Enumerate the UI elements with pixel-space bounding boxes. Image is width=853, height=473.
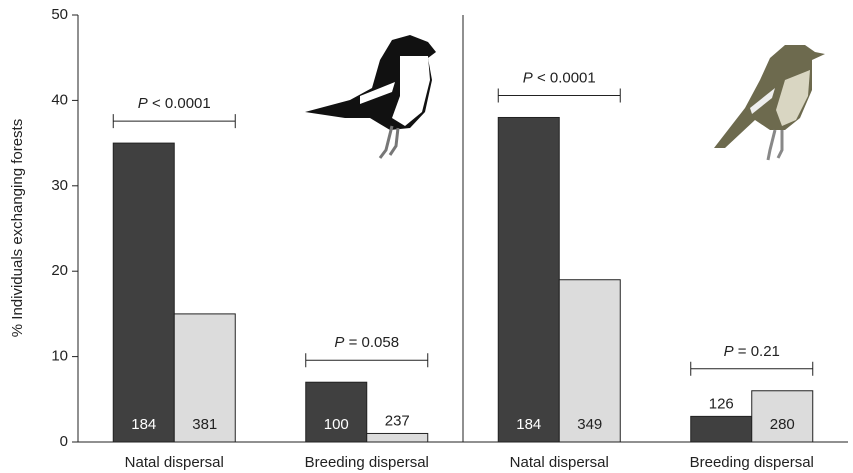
y-tick-label: 0: [60, 433, 68, 450]
bar: [367, 433, 428, 442]
bird-pied-flycatcher: [305, 35, 436, 158]
bar: [498, 117, 559, 442]
p-value-annotation: P < 0.0001: [138, 95, 211, 112]
sample-size-label: 184: [131, 416, 156, 433]
x-tick-label: Natal dispersal: [125, 454, 224, 471]
significance-bracket: [113, 114, 235, 128]
sample-size-label: 184: [516, 416, 541, 433]
bar: [306, 382, 367, 442]
p-symbol: P: [523, 69, 533, 86]
significance-bracket: [498, 88, 620, 102]
bird-collared-flycatcher-female: [714, 45, 825, 160]
sample-size-label: 280: [770, 416, 795, 433]
p-symbol: P: [334, 334, 344, 351]
significance-bracket: [691, 362, 813, 376]
x-tick-label: Breeding dispersal: [305, 454, 429, 471]
sample-size-label: 237: [385, 412, 410, 429]
y-tick-label: 40: [51, 91, 68, 108]
p-value-annotation: P = 0.058: [334, 334, 399, 351]
y-tick-label: 50: [51, 6, 68, 23]
p-value-annotation: P < 0.0001: [523, 69, 596, 86]
y-tick-label: 20: [51, 262, 68, 279]
sample-size-label: 349: [577, 416, 602, 433]
x-tick-label: Natal dispersal: [510, 454, 609, 471]
y-tick-label: 10: [51, 348, 68, 365]
sample-size-label: 381: [192, 416, 217, 433]
p-symbol: P: [724, 343, 734, 360]
p-value: < 0.0001: [152, 95, 211, 112]
y-tick-label: 30: [51, 177, 68, 194]
p-value-annotation: P = 0.21: [724, 343, 780, 360]
p-value: = 0.058: [349, 334, 399, 351]
bar: [113, 143, 174, 442]
x-tick-label: Breeding dispersal: [690, 454, 814, 471]
p-symbol: P: [138, 95, 148, 112]
sample-size-label: 100: [324, 416, 349, 433]
sample-size-label: 126: [709, 395, 734, 412]
y-axis-label: % Individuals exchanging forests: [9, 119, 26, 337]
chart: % Individuals exchanging forests 0 10 20 30…: [0, 0, 853, 473]
p-value: < 0.0001: [537, 69, 596, 86]
significance-bracket: [306, 353, 428, 367]
bar: [691, 416, 752, 442]
p-value: = 0.21: [738, 343, 780, 360]
